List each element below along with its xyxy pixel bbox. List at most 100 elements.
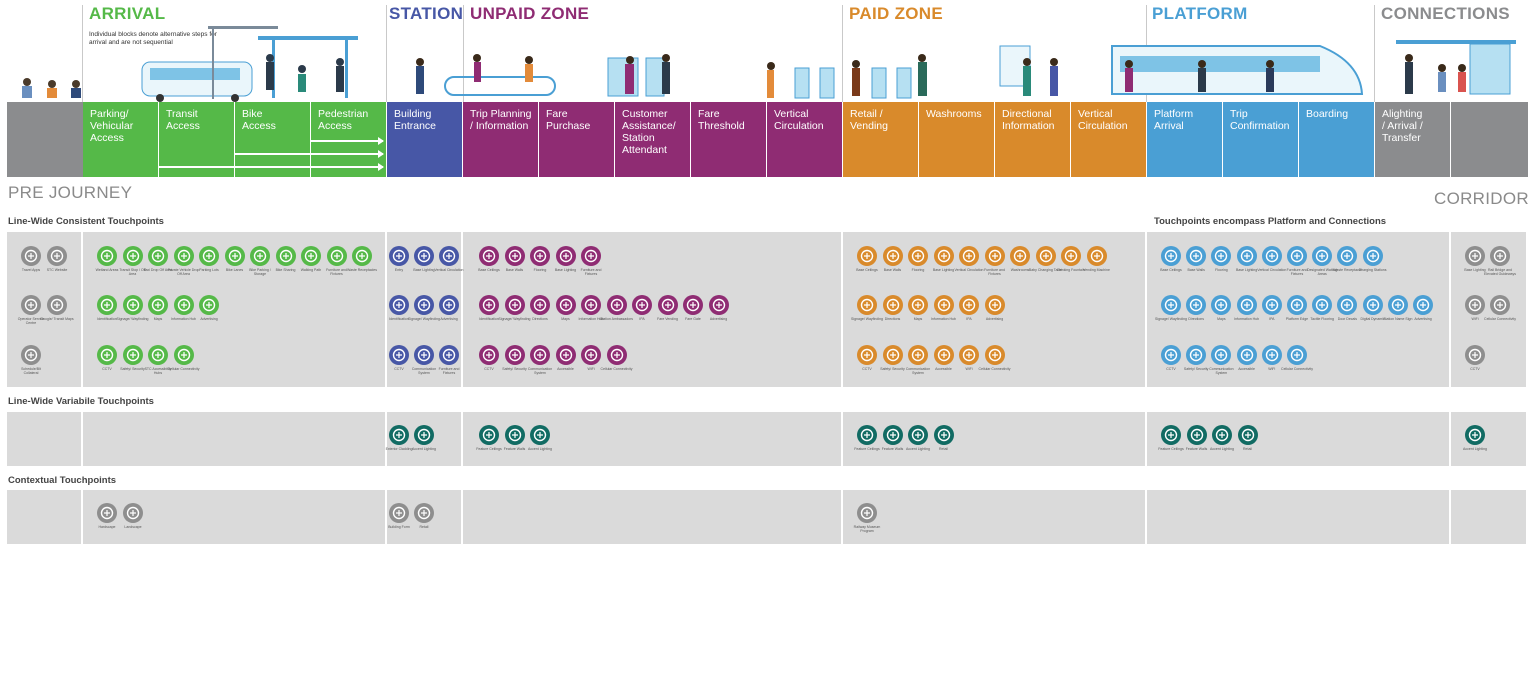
touchpoint-icon bbox=[933, 295, 954, 315]
touchpoint-icon bbox=[97, 246, 117, 266]
touchpoint-icon bbox=[414, 425, 434, 445]
touchpoint-label: Accessible bbox=[1238, 367, 1255, 371]
corridor-block bbox=[1451, 102, 1528, 177]
journey-block: Boarding bbox=[1299, 102, 1375, 177]
touchpoint-icon bbox=[389, 295, 409, 315]
touchpoint-icon bbox=[1186, 425, 1207, 445]
touchpoint-label: Advertising bbox=[709, 317, 728, 321]
touchpoint-icon bbox=[1035, 246, 1056, 266]
touchpoint-label: Feature Walls bbox=[503, 447, 526, 451]
touchpoint-icon bbox=[882, 345, 903, 365]
touchpoint-icon bbox=[173, 246, 194, 266]
touchpoint-icon bbox=[301, 246, 321, 266]
journey-block: Vertical Circulation bbox=[767, 102, 843, 177]
pre-journey-block bbox=[7, 102, 83, 177]
touchpoint-label: Cellular Connectivity bbox=[600, 367, 633, 371]
touchpoint-icon bbox=[1465, 425, 1485, 445]
touchpoint-icon bbox=[21, 345, 41, 365]
touchpoint-label: Travel Apps bbox=[21, 268, 41, 272]
touchpoint-label: Identification bbox=[97, 317, 117, 321]
touchpoint-label: Feature Ceilings bbox=[476, 447, 502, 451]
touchpoint-icon bbox=[414, 295, 434, 315]
touchpoint-icon bbox=[1387, 295, 1408, 315]
divider bbox=[82, 5, 83, 102]
touchpoint-icon bbox=[1261, 345, 1282, 365]
touchpoint-label: CCTV bbox=[1166, 367, 1176, 371]
contextual-touchpoints-cell bbox=[1147, 490, 1451, 544]
touchpoint-label: Accent Lighting bbox=[906, 447, 930, 451]
touchpoint-icon bbox=[959, 295, 979, 315]
touchpoint-label: WiFi bbox=[587, 367, 595, 371]
touchpoint-label: Advertising bbox=[440, 317, 458, 321]
journey-block: Parking/ Vehicular Access bbox=[83, 102, 159, 177]
touchpoint-label: Directions bbox=[884, 317, 901, 321]
touchpoint-icon bbox=[1465, 345, 1485, 365]
journey-block-label: Customer Assistance/ Station Attendant bbox=[622, 108, 676, 156]
journey-block: Building Entrance bbox=[387, 102, 463, 177]
touchpoint-label: WiFi bbox=[1268, 367, 1276, 371]
touchpoint-icon bbox=[1186, 345, 1207, 365]
touchpoint-icon bbox=[1490, 295, 1510, 315]
touchpoint-icon bbox=[199, 246, 219, 266]
touchpoint-icon bbox=[250, 246, 270, 266]
touchpoint-icon bbox=[504, 295, 525, 315]
touchpoint-label: Retail bbox=[1243, 447, 1252, 451]
touchpoint-label: CCTV bbox=[394, 367, 404, 371]
touchpoint-label: CCTV bbox=[862, 367, 872, 371]
touchpoint-label: Feature Walls bbox=[1185, 447, 1208, 451]
touchpoint-label: Furniture and Fixtures bbox=[326, 268, 347, 276]
touchpoint-icon bbox=[1362, 295, 1383, 315]
touchpoint-label: Feature Walls bbox=[881, 447, 904, 451]
touchpoint-label: Signage/ Wayfinding bbox=[1155, 317, 1187, 321]
touchpoint-icon bbox=[908, 295, 928, 315]
touchpoint-label: Retail bbox=[419, 525, 429, 529]
touchpoint-label: Accent Lighting bbox=[412, 447, 436, 451]
touchpoint-icon bbox=[1337, 246, 1358, 266]
touchpoint-icon bbox=[504, 246, 525, 266]
touchpoint-icon bbox=[555, 295, 576, 315]
touchpoint-icon bbox=[857, 425, 877, 445]
journey-block: Vertical Circulation bbox=[1071, 102, 1147, 177]
journey-illustration bbox=[22, 26, 1516, 102]
journey-block-label: Boarding bbox=[1306, 108, 1349, 120]
variable-touchpoints-cell bbox=[83, 412, 387, 466]
zone-title-paid: PAID ZONE bbox=[849, 4, 944, 23]
touchpoint-icon bbox=[1236, 246, 1257, 266]
touchpoint-label: Identification bbox=[479, 317, 499, 321]
touchpoint-label: Advertising bbox=[985, 317, 1004, 321]
touchpoint-label: Furniture and Fixtures bbox=[580, 268, 602, 276]
touchpoint-label: Base Ceilings bbox=[478, 268, 500, 272]
touchpoint-label: Maps bbox=[153, 317, 163, 321]
touchpoint-icon bbox=[606, 295, 627, 315]
touchpoint-label: Bike Parking / Storage bbox=[249, 268, 271, 276]
touchpoint-label: Advertising bbox=[200, 317, 218, 321]
touchpoint-label: IPA bbox=[966, 317, 972, 321]
journey-block: Trip Confirmation bbox=[1223, 102, 1299, 177]
touchpoint-label: Flooring bbox=[533, 268, 547, 272]
zone-title-platform: PLATFORM bbox=[1152, 4, 1248, 23]
touchpoint-label: Walking Path bbox=[300, 268, 322, 272]
touchpoint-icon bbox=[97, 345, 117, 365]
touchpoint-icon bbox=[1337, 295, 1358, 315]
consistent-touchpoints-cell bbox=[7, 232, 83, 387]
touchpoint-icon bbox=[1212, 425, 1232, 445]
touchpoint-label: Station Name Sign bbox=[1383, 317, 1413, 321]
touchpoint-label: Entry bbox=[394, 268, 404, 272]
touchpoint-label: Baby Changing Table bbox=[1028, 268, 1063, 272]
touchpoint-label: CCTV bbox=[484, 367, 494, 371]
journey-block-label: Fare Threshold bbox=[698, 108, 745, 132]
touchpoint-label: Communication System bbox=[905, 367, 931, 375]
journey-block-label: Vertical Circulation bbox=[1078, 108, 1128, 132]
touchpoint-icon bbox=[1010, 246, 1030, 266]
contextual-touchpoints-cell bbox=[1451, 490, 1528, 544]
touchpoint-icon bbox=[224, 246, 245, 266]
touchpoint-label: Safety/ Security bbox=[1183, 367, 1209, 371]
journey-block-label: Trip Planning / Information bbox=[470, 108, 532, 132]
touchpoint-label: STC Accessibility Hubs bbox=[144, 367, 172, 375]
touchpoint-icon bbox=[908, 246, 928, 266]
touchpoint-icon bbox=[984, 295, 1005, 315]
touchpoint-icon bbox=[933, 246, 954, 266]
journey-block-label: Fare Purchase bbox=[546, 108, 591, 132]
touchpoint-label: Waste Receptacles bbox=[346, 268, 378, 272]
touchpoint-label: Identification bbox=[389, 317, 409, 321]
